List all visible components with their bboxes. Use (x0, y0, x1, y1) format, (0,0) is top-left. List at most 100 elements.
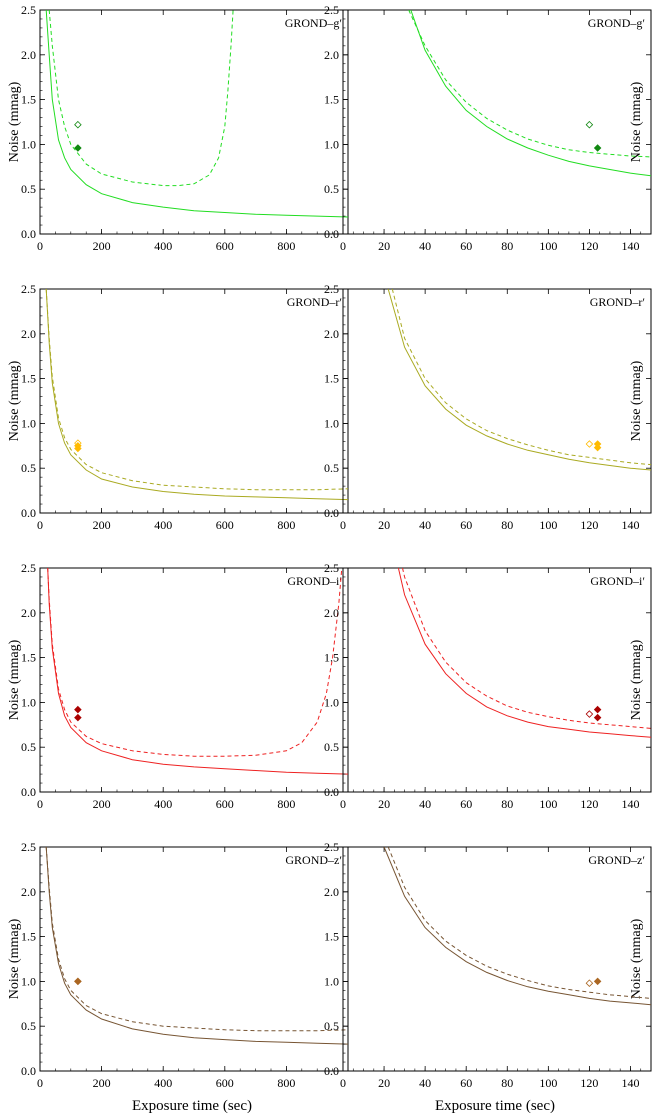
chart-panel-6: 0 20 40 60 80 100 120 140 0.0 0.5 1.0 1.5 2.0 2.5 Nois… (324, 561, 652, 811)
panel-title: GROND–g′ (285, 16, 343, 30)
x-tick-label: 60 (460, 797, 472, 811)
y-tick-label: 0.5 (324, 461, 339, 475)
filled-diamond-marker (593, 443, 602, 452)
x-tick-label: 120 (580, 797, 598, 811)
open-diamond-marker (585, 440, 594, 448)
x-tick-label: 400 (154, 518, 172, 532)
x-tick-label: 80 (501, 239, 513, 253)
y-tick-label: 0.0 (21, 1064, 36, 1078)
y-tick-label: 1.0 (21, 416, 36, 430)
x-tick-label: 0 (37, 518, 43, 532)
x-tick-label: 40 (419, 1076, 431, 1090)
y-tick-label: 2.0 (324, 48, 339, 62)
y-axis-label: Noise (mmag) (7, 81, 22, 162)
dashed-series-line (402, 568, 651, 729)
x-tick-label: 40 (419, 797, 431, 811)
y-tick-label: 1.0 (324, 416, 339, 430)
y-tick-label: 2.0 (21, 606, 36, 620)
solid-series-line (387, 289, 651, 471)
x-tick-label: 120 (580, 518, 598, 532)
x-tick-label: 0 (340, 518, 346, 532)
y-tick-label: 1.0 (21, 974, 36, 988)
y-tick-label: 1.5 (324, 93, 339, 107)
x-tick-label: 600 (216, 1076, 234, 1090)
y-tick-label: 1.5 (21, 93, 36, 107)
x-tick-label: 20 (378, 797, 390, 811)
panel-title: GROND–r′ (590, 295, 646, 309)
panel-title: GROND–g′ (588, 16, 646, 30)
panel-title: GROND–z′ (285, 853, 342, 867)
plot-frame (39, 9, 349, 235)
y-tick-label: 0.0 (21, 227, 36, 241)
x-tick-label: 100 (539, 239, 557, 253)
x-tick-label: 80 (501, 518, 513, 532)
filled-diamond-marker (74, 977, 82, 986)
x-tick-label: 60 (460, 239, 472, 253)
x-tick-label: 800 (277, 518, 295, 532)
dashed-series-line (408, 10, 651, 158)
filled-diamond-marker (593, 713, 602, 722)
x-tick-label: 120 (580, 239, 598, 253)
filled-diamond-marker (74, 705, 82, 714)
y-tick-label: 2.0 (324, 885, 339, 899)
solid-series-line (410, 10, 651, 177)
y-tick-label: 0.5 (324, 740, 339, 754)
x-tick-label: 0 (340, 1076, 346, 1090)
chart-panel-8: 0 20 40 60 80 100 120 140 0.0 0.5 1.0 1.5 2.0 2.5 Nois… (324, 840, 652, 1090)
chart-panel-1: 0 200 400 600 800 0.0 0.5 1.0 1.5 2.0 2.5 Noise (mm… (7, 3, 349, 253)
x-tick-label: 80 (501, 1076, 513, 1090)
y-tick-label: 2.0 (21, 48, 36, 62)
plot-frame (39, 288, 349, 514)
filled-diamond-marker (593, 144, 602, 152)
x-tick-label: 60 (460, 518, 472, 532)
y-tick-label: 2.0 (324, 327, 339, 341)
x-tick-label: 400 (154, 797, 172, 811)
panel-title: GROND–i′ (287, 574, 342, 588)
x-tick-label: 200 (93, 797, 111, 811)
open-diamond-marker (585, 710, 594, 718)
chart-panel-7: 0 200 400 600 800 0.0 0.5 1.0 1.5 2.0 2.5 Noise (mm… (7, 840, 349, 1090)
solid-series-line (383, 847, 651, 1006)
filled-diamond-marker (593, 705, 602, 714)
x-tick-label: 120 (580, 1076, 598, 1090)
x-tick-label: 800 (277, 1076, 295, 1090)
filled-diamond-marker (593, 977, 602, 986)
y-axis-label: Noise (mmag) (7, 639, 22, 720)
dashed-series-line (45, 289, 348, 491)
y-tick-label: 1.5 (21, 930, 36, 944)
y-tick-label: 0.0 (324, 506, 339, 520)
y-tick-label: 1.0 (324, 137, 339, 151)
panel-title: GROND–i′ (590, 574, 645, 588)
x-tick-label: 600 (216, 797, 234, 811)
y-tick-label: 2.5 (324, 282, 339, 296)
plot-frame (39, 567, 349, 793)
y-tick-label: 1.5 (21, 651, 36, 665)
y-tick-label: 0.5 (324, 1019, 339, 1033)
x-tick-label: 40 (419, 518, 431, 532)
y-tick-label: 0.0 (324, 227, 339, 241)
chart-panel-3: 0 200 400 600 800 0.0 0.5 1.0 1.5 2.0 2.5 Noise (mm… (7, 282, 349, 532)
y-tick-label: 2.0 (324, 606, 339, 620)
dashed-series-line (391, 289, 651, 466)
y-axis-label: Noise (mmag) (629, 918, 644, 999)
x-tick-label: 200 (93, 239, 111, 253)
y-axis-label: Noise (mmag) (629, 360, 644, 441)
x-tick-label: 140 (621, 797, 639, 811)
x-tick-label: 800 (277, 239, 295, 253)
x-tick-label: 400 (154, 1076, 172, 1090)
y-tick-label: 0.0 (21, 506, 36, 520)
y-tick-label: 2.5 (21, 3, 36, 17)
plot-frame (342, 567, 652, 793)
x-tick-label: 0 (37, 239, 43, 253)
y-tick-label: 2.5 (21, 840, 36, 854)
x-tick-label: 60 (460, 1076, 472, 1090)
x-tick-label: 100 (539, 1076, 557, 1090)
y-axis-label: Noise (mmag) (629, 639, 644, 720)
y-axis-label: Noise (mmag) (7, 360, 22, 441)
open-diamond-marker (585, 120, 594, 129)
solid-series-line (45, 289, 348, 501)
y-tick-label: 1.5 (324, 651, 339, 665)
x-tick-label: 20 (378, 239, 390, 253)
x-tick-label: 100 (539, 518, 557, 532)
y-axis-label: Noise (mmag) (7, 918, 22, 999)
